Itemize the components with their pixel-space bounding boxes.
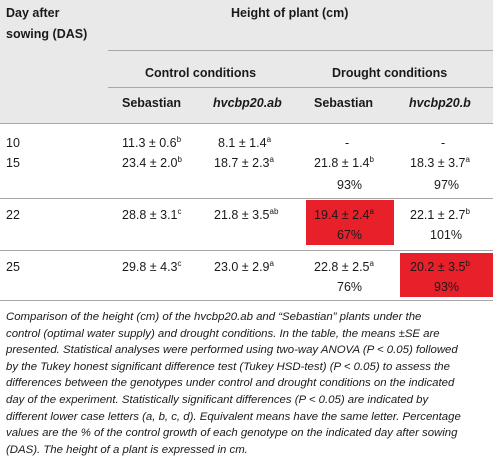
value-cell: 21.8 ± 3.5ab <box>214 208 278 223</box>
significance-letter: a <box>369 259 374 268</box>
significance-letter: a <box>369 207 374 216</box>
title-divider <box>108 50 493 51</box>
row-divider <box>0 250 493 251</box>
percent-cell: 97% <box>434 178 460 192</box>
percent-cell: 93% <box>434 280 460 294</box>
value-cell: 18.3 ± 3.7a <box>410 156 470 171</box>
significance-letter: b <box>177 155 182 164</box>
day-cell: 15 <box>6 156 20 170</box>
value-text: 22.8 ± 2.5 <box>314 260 370 274</box>
value-text: 29.8 ± 4.3 <box>122 260 178 274</box>
value-cell: 8.1 ± 1.4a <box>218 136 271 151</box>
percent-cell: 76% <box>337 280 363 294</box>
significance-letter: a <box>465 155 470 164</box>
value-text: 8.1 ± 1.4 <box>218 136 267 150</box>
day-cell: 25 <box>6 260 20 274</box>
row-divider <box>0 198 493 199</box>
value-cell: 28.8 ± 3.1c <box>122 208 182 223</box>
value-cell: 22.8 ± 2.5a <box>314 260 374 275</box>
significance-letter: ab <box>269 207 279 216</box>
value-cell: 23.4 ± 2.0b <box>122 156 182 171</box>
significance-letter: a <box>269 259 274 268</box>
header-bottom-rule <box>0 123 493 124</box>
day-cell: 10 <box>6 136 20 150</box>
group-divider <box>108 87 493 88</box>
caption-line: values are the % of the control growth o… <box>6 427 458 440</box>
value-text: 28.8 ± 3.1 <box>122 208 178 222</box>
day-header-line2: sowing (DAS) <box>6 27 88 41</box>
caption-line: day of the experiment. Statistically sig… <box>6 393 429 406</box>
genotype-header-drought-hvcbp20b: hvcbp20.b <box>409 96 471 110</box>
significance-letter: c <box>177 259 182 268</box>
value-text: 22.1 ± 2.7 <box>410 208 466 222</box>
highlight-cell-day25-drought-hvcbp20b <box>400 253 493 297</box>
value-cell: 20.2 ± 3.5b <box>410 260 470 275</box>
caption-line: Comparison of the height (cm) of the hvc… <box>6 311 422 323</box>
significance-letter: b <box>369 155 374 164</box>
significance-letter: a <box>266 135 272 144</box>
highlight-cell-day22-drought-sebastian <box>306 200 394 245</box>
value-cell: 23.0 ± 2.9a <box>214 260 274 275</box>
value-text: 23.4 ± 2.0 <box>122 156 178 170</box>
value-cell: - <box>441 136 445 151</box>
table-title: Height of plant (cm) <box>231 6 349 20</box>
table-caption: Comparison of the height (cm) of the hvc… <box>6 309 489 458</box>
value-cell: - <box>345 136 349 151</box>
value-text: 21.8 ± 1.4 <box>314 156 370 170</box>
value-text: - <box>441 136 446 150</box>
value-text: 20.2 ± 3.5 <box>410 260 466 274</box>
caption-line: by the Tukey honest significant differen… <box>6 360 450 373</box>
percent-cell: 93% <box>337 178 363 192</box>
day-header-line1: Day after <box>6 6 60 20</box>
table-header <box>0 0 493 123</box>
percent-cell: 67% <box>337 228 363 242</box>
value-cell: 22.1 ± 2.7b <box>410 208 470 223</box>
caption-line: different lower case letters (a, b, c, d… <box>6 410 461 423</box>
value-text: 23.0 ± 2.9 <box>214 260 270 274</box>
value-cell: 29.8 ± 4.3c <box>122 260 182 275</box>
genotype-header-control-hvcbp20ab: hvcbp20.ab <box>213 96 282 110</box>
day-cell: 22 <box>6 208 20 222</box>
value-cell: 19.4 ± 2.4a <box>314 208 374 223</box>
value-cell: 18.7 ± 2.3a <box>214 156 274 171</box>
value-text: 21.8 ± 3.5 <box>214 208 270 222</box>
control-conditions-header: Control conditions <box>145 66 257 80</box>
caption-line: control (optimal water supply) and droug… <box>6 327 440 340</box>
genotype-header-drought-sebastian: Sebastian <box>314 96 374 110</box>
value-text: 11.3 ± 0.6 <box>122 136 177 150</box>
value-text: 19.4 ± 2.4 <box>314 208 370 222</box>
value-cell: 11.3 ± 0.6b <box>122 136 181 151</box>
caption-line: (DAS). The height of a plant is expresse… <box>6 443 248 456</box>
caption-line: presented. Statistical analyses were per… <box>6 344 458 357</box>
significance-letter: b <box>465 259 470 268</box>
value-text: - <box>345 136 350 150</box>
value-text: 18.7 ± 2.3 <box>214 156 270 170</box>
significance-letter: a <box>269 155 274 164</box>
value-cell: 21.8 ± 1.4b <box>314 156 374 171</box>
caption-line: differences between the genotypes under … <box>6 377 455 390</box>
significance-letter: c <box>177 207 182 216</box>
drought-conditions-header: Drought conditions <box>332 66 448 80</box>
value-text: 18.3 ± 3.7 <box>410 156 466 170</box>
significance-letter: b <box>176 135 182 144</box>
significance-letter: b <box>465 207 470 216</box>
genotype-header-control-sebastian: Sebastian <box>122 96 182 110</box>
table-bottom-rule <box>0 300 493 301</box>
percent-cell: 101% <box>430 228 462 242</box>
